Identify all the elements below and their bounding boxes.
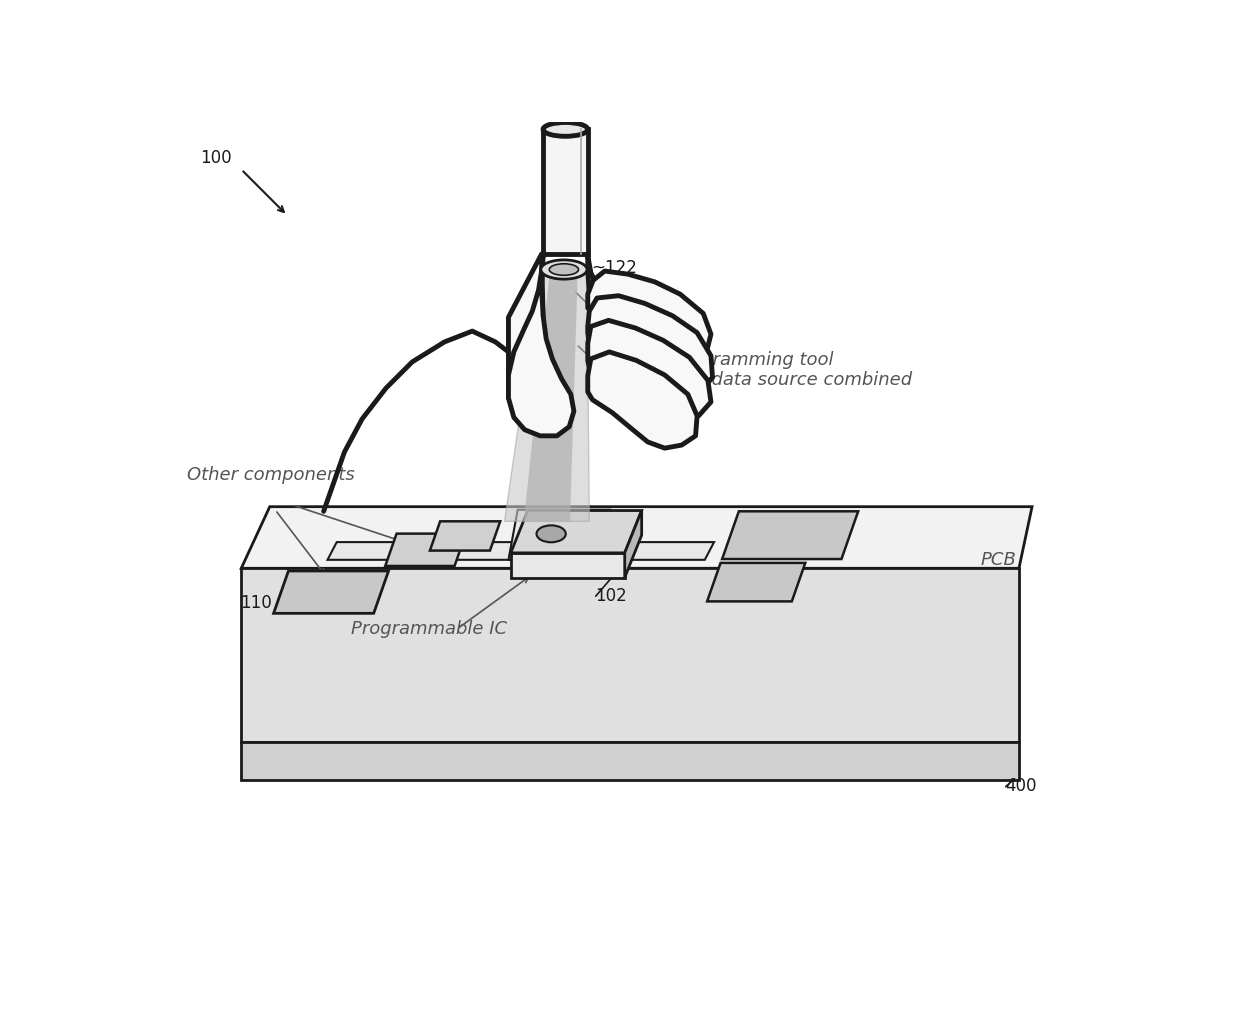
Ellipse shape (549, 264, 579, 275)
Text: ~124a: ~124a (591, 346, 647, 364)
Polygon shape (242, 741, 1019, 780)
Text: 124: 124 (593, 297, 625, 315)
Polygon shape (511, 510, 641, 553)
Text: 100: 100 (201, 149, 232, 167)
Polygon shape (588, 271, 711, 359)
Polygon shape (588, 296, 713, 395)
Polygon shape (508, 255, 543, 402)
Polygon shape (707, 563, 805, 601)
Ellipse shape (537, 525, 565, 542)
Polygon shape (430, 521, 500, 551)
Polygon shape (523, 270, 578, 521)
Ellipse shape (541, 260, 587, 279)
Bar (543, 130, 588, 255)
Text: Programmable IC: Programmable IC (351, 621, 507, 639)
Polygon shape (274, 571, 388, 613)
Polygon shape (588, 320, 711, 421)
Polygon shape (242, 568, 1019, 741)
Polygon shape (625, 510, 641, 578)
Polygon shape (327, 542, 714, 560)
Polygon shape (588, 256, 704, 419)
Ellipse shape (543, 123, 588, 136)
Polygon shape (508, 510, 610, 560)
Text: PCB: PCB (981, 552, 1017, 569)
Polygon shape (588, 352, 697, 448)
Text: ~122: ~122 (590, 259, 636, 277)
Polygon shape (508, 255, 574, 436)
Polygon shape (505, 270, 589, 521)
Text: Other components: Other components (187, 466, 355, 485)
Polygon shape (386, 533, 466, 566)
Text: Programming tool: Programming tool (672, 351, 835, 369)
Polygon shape (722, 511, 858, 559)
Polygon shape (242, 507, 1032, 568)
Text: 102: 102 (595, 587, 627, 604)
Text: 400: 400 (1006, 777, 1037, 795)
Text: and data source combined: and data source combined (672, 371, 913, 389)
Polygon shape (511, 553, 625, 578)
Text: 110: 110 (241, 593, 272, 611)
